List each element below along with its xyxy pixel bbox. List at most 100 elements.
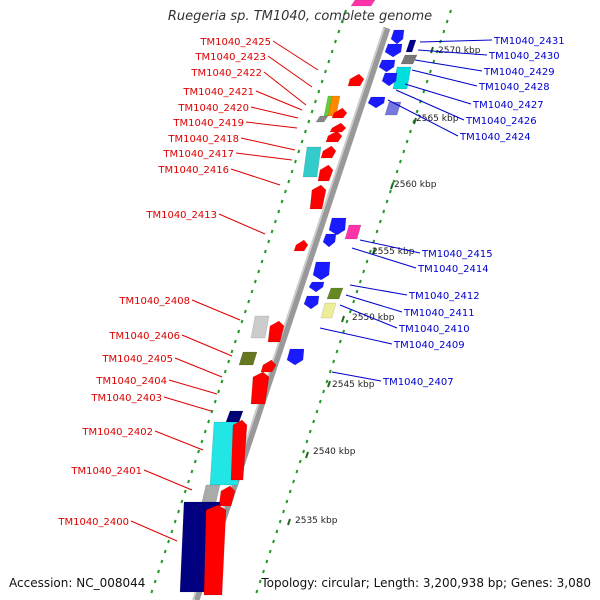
leader-line bbox=[174, 357, 223, 378]
gene-label-2427[interactable]: TM1040_2427 bbox=[472, 100, 544, 111]
gene-label-2426[interactable]: TM1040_2426 bbox=[465, 116, 537, 127]
feature-2410[interactable] bbox=[303, 295, 320, 310]
gene-label-2416[interactable]: TM1040_2416 bbox=[157, 165, 229, 176]
gene-label-2402[interactable]: TM1040_2402 bbox=[81, 427, 153, 438]
gene-label-2418[interactable]: TM1040_2418 bbox=[167, 134, 239, 145]
gene-label-2425[interactable]: TM1040_2425 bbox=[199, 37, 271, 48]
gene-label-2424[interactable]: TM1040_2424 bbox=[459, 132, 531, 143]
tick-mark bbox=[318, 399, 322, 404]
feature-2417b[interactable] bbox=[320, 145, 337, 159]
gene-label-2411[interactable]: TM1040_2411 bbox=[403, 308, 475, 319]
gene-label-2429[interactable]: TM1040_2429 bbox=[483, 67, 555, 78]
gene-label-2412[interactable]: TM1040_2412 bbox=[408, 291, 480, 302]
gene-label-2407[interactable]: TM1040_2407 bbox=[382, 377, 454, 388]
gene-label-2421[interactable]: TM1040_2421 bbox=[182, 87, 254, 98]
tick-mark bbox=[328, 369, 332, 374]
gene-label-2405[interactable]: TM1040_2405 bbox=[101, 354, 173, 365]
ruler-label-tick-2570: 2570 kbp bbox=[438, 46, 481, 56]
tick-mark bbox=[378, 219, 382, 224]
gene-label-2417[interactable]: TM1040_2417 bbox=[162, 149, 234, 160]
feature-2416b[interactable] bbox=[317, 164, 334, 182]
gene-label-2420[interactable]: TM1040_2420 bbox=[177, 103, 249, 114]
leader-line bbox=[411, 69, 478, 87]
tick-mark bbox=[290, 169, 294, 174]
feature-2404[interactable] bbox=[250, 371, 270, 405]
tick-mark bbox=[334, 39, 337, 44]
gene-label-2423[interactable]: TM1040_2423 bbox=[194, 52, 266, 63]
feature-2412[interactable] bbox=[312, 261, 331, 281]
feature-2428b[interactable] bbox=[381, 72, 398, 87]
tick-mark bbox=[332, 359, 336, 364]
tick-mark bbox=[267, 239, 271, 244]
gene-label-2403[interactable]: TM1040_2403 bbox=[90, 393, 162, 404]
tick-mark bbox=[203, 429, 207, 434]
tick-mark bbox=[330, 49, 334, 54]
feature-top[interactable] bbox=[350, 0, 376, 7]
gene-label-2414[interactable]: TM1040_2414 bbox=[417, 264, 489, 275]
feature-2414[interactable] bbox=[322, 233, 337, 248]
feature-2413[interactable] bbox=[293, 239, 309, 252]
feature-2412b[interactable] bbox=[326, 287, 344, 300]
feature-2410b[interactable] bbox=[320, 302, 337, 319]
tick-mark bbox=[280, 199, 284, 204]
major-tick bbox=[287, 518, 291, 526]
feature-2409[interactable] bbox=[286, 348, 305, 366]
feature-2429b[interactable] bbox=[378, 59, 396, 73]
tick-mark bbox=[240, 319, 244, 324]
gene-label-2410[interactable]: TM1040_2410 bbox=[398, 324, 470, 335]
feature-2400b[interactable] bbox=[203, 504, 227, 596]
feature-2419b[interactable] bbox=[329, 122, 347, 133]
tick-mark bbox=[277, 209, 281, 214]
tick-mark bbox=[338, 339, 342, 344]
leader-line bbox=[250, 106, 299, 119]
feature-2415[interactable] bbox=[328, 217, 347, 236]
feature-2417[interactable] bbox=[302, 146, 322, 178]
feature-2419[interactable] bbox=[315, 115, 329, 123]
gene-label-2422[interactable]: TM1040_2422 bbox=[190, 68, 262, 79]
feature-2401b[interactable] bbox=[218, 485, 236, 507]
feature-2408b[interactable] bbox=[267, 320, 285, 343]
feature-2405[interactable] bbox=[260, 359, 277, 373]
feature-2411[interactable] bbox=[308, 281, 325, 293]
gene-label-2430[interactable]: TM1040_2430 bbox=[488, 51, 560, 62]
feature-2431[interactable] bbox=[390, 29, 405, 45]
gene-label-2409[interactable]: TM1040_2409 bbox=[393, 340, 465, 351]
gene-label-2428[interactable]: TM1040_2428 bbox=[478, 82, 550, 93]
gene-label-2431[interactable]: TM1040_2431 bbox=[493, 36, 565, 47]
tick-mark bbox=[358, 279, 362, 284]
feature-2426[interactable] bbox=[384, 101, 402, 116]
gene-label-2415[interactable]: TM1040_2415 bbox=[421, 249, 493, 260]
tick-mark bbox=[327, 59, 331, 64]
feature-2430[interactable] bbox=[405, 39, 417, 53]
tick-mark bbox=[285, 499, 289, 504]
feature-2402b[interactable] bbox=[230, 419, 248, 481]
gene-label-2400[interactable]: TM1040_2400 bbox=[57, 517, 129, 528]
tick-mark bbox=[288, 489, 292, 494]
gene-label-2401[interactable]: TM1040_2401 bbox=[70, 466, 142, 477]
tick-mark bbox=[193, 459, 197, 464]
feature-2429[interactable] bbox=[400, 54, 418, 65]
map-title: Ruegeria sp. TM1040, complete genome bbox=[167, 9, 433, 24]
feature-2420[interactable] bbox=[331, 107, 348, 119]
feature-2415b[interactable] bbox=[344, 224, 362, 240]
feature-2408[interactable] bbox=[250, 315, 270, 339]
feature-2406[interactable] bbox=[238, 351, 258, 366]
tick-mark bbox=[303, 129, 307, 134]
feature-2430b[interactable] bbox=[384, 43, 403, 58]
major-tick bbox=[341, 315, 345, 323]
gene-label-2408[interactable]: TM1040_2408 bbox=[118, 296, 190, 307]
tick-mark bbox=[282, 509, 286, 514]
feature-2418b[interactable] bbox=[325, 130, 343, 143]
feature-2403[interactable] bbox=[225, 410, 244, 423]
gene-label-2404[interactable]: TM1040_2404 bbox=[95, 376, 167, 387]
feature-2401[interactable] bbox=[201, 484, 221, 503]
tick-mark bbox=[388, 189, 392, 194]
gene-label-2413[interactable]: TM1040_2413 bbox=[145, 210, 217, 221]
feature-2425[interactable] bbox=[347, 73, 365, 87]
gene-label-2419[interactable]: TM1040_2419 bbox=[172, 118, 244, 129]
tick-mark bbox=[398, 159, 402, 164]
gene-label-2406[interactable]: TM1040_2406 bbox=[108, 331, 180, 342]
tick-mark bbox=[395, 169, 399, 174]
feature-2427[interactable] bbox=[367, 96, 386, 109]
feature-2416[interactable] bbox=[309, 184, 327, 210]
